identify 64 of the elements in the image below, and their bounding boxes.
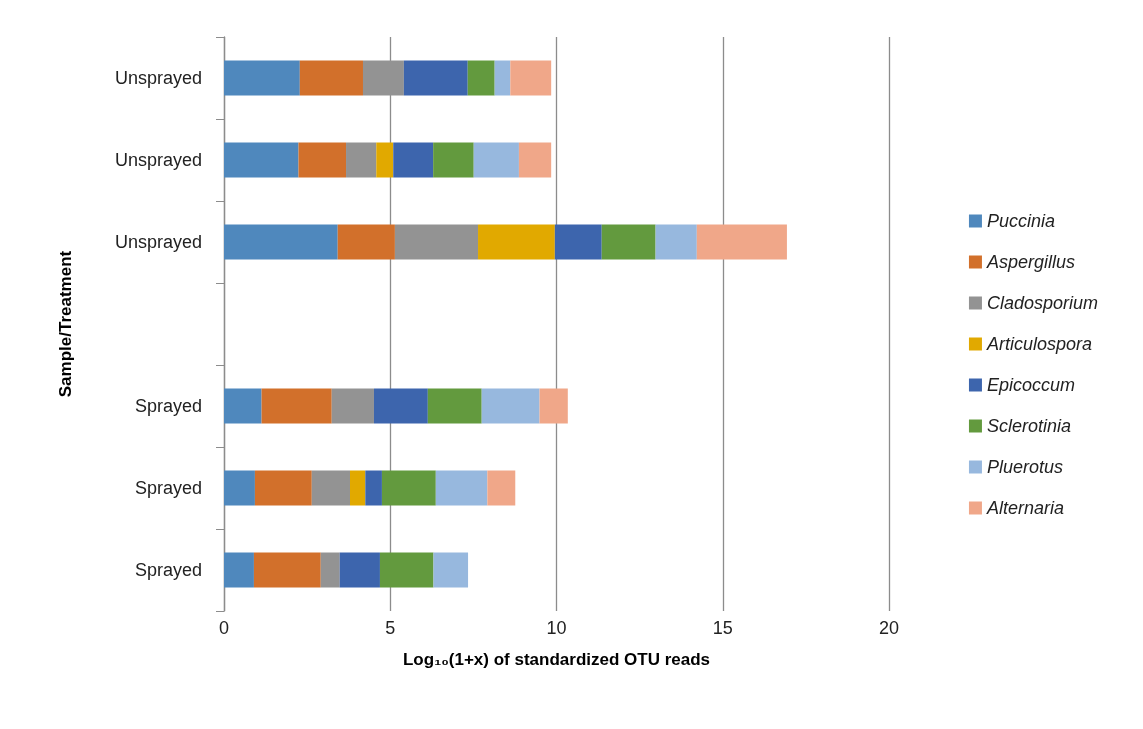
legend-label: Pluerotus — [986, 457, 1063, 477]
bar — [487, 470, 516, 506]
bar — [224, 388, 262, 424]
bar — [253, 552, 321, 588]
bar — [481, 388, 540, 424]
bar — [478, 224, 555, 260]
bar — [331, 388, 374, 424]
legend-label: Articulospora — [985, 334, 1092, 354]
bar — [224, 60, 300, 96]
bar — [394, 224, 479, 260]
y-tick-label: Sprayed — [134, 396, 202, 416]
bar — [510, 60, 552, 96]
bar — [337, 224, 395, 260]
bar — [393, 142, 434, 178]
bar — [376, 142, 394, 178]
y-tick-label: Unsprayed — [114, 232, 202, 252]
legend-label: Epicoccum — [986, 375, 1075, 395]
bar — [379, 552, 434, 588]
bar — [254, 470, 312, 506]
x-tick-label: 15 — [712, 618, 733, 638]
bar — [433, 142, 474, 178]
bar — [311, 470, 351, 506]
legend-label: Alternaria — [985, 498, 1064, 518]
bar — [554, 224, 602, 260]
bar — [539, 388, 568, 424]
x-tick-label: 5 — [385, 618, 396, 638]
bar — [298, 142, 347, 178]
bar — [381, 470, 436, 506]
bar — [261, 388, 332, 424]
bar — [346, 142, 377, 178]
bar — [601, 224, 656, 260]
legend-label: Cladosporium — [986, 293, 1099, 313]
bar — [350, 470, 366, 506]
bar — [320, 552, 340, 588]
bar — [339, 552, 380, 588]
bar — [435, 470, 488, 506]
bar — [224, 470, 255, 506]
bar — [365, 470, 382, 506]
bar — [224, 142, 299, 178]
legend-label: Aspergillus — [985, 252, 1075, 272]
legend-label: Puccinia — [986, 211, 1055, 231]
bar — [224, 224, 338, 260]
y-axis-title: Sample/Treatment — [56, 250, 75, 398]
x-tick-label: 0 — [218, 618, 230, 638]
bar — [696, 224, 787, 260]
bar — [433, 552, 469, 588]
bar — [403, 60, 468, 96]
bar — [655, 224, 697, 260]
bar — [427, 388, 482, 424]
bar — [467, 60, 495, 96]
x-tick-label: 20 — [878, 618, 900, 638]
bar — [494, 60, 511, 96]
bar — [473, 142, 519, 178]
bar — [299, 60, 363, 96]
bar — [224, 552, 254, 588]
bar — [518, 142, 552, 178]
x-tick-label: 10 — [546, 618, 567, 638]
y-tick-label: Unsprayed — [114, 150, 202, 170]
y-tick-label: Unsprayed — [114, 68, 202, 88]
y-tick-label: Sprayed — [134, 560, 202, 580]
legend-label: Sclerotinia — [986, 416, 1071, 436]
x-axis-title: Log₁₀(1+x) of standardized OTU reads — [402, 650, 711, 669]
bar — [373, 388, 428, 424]
y-tick-label: Sprayed — [134, 478, 202, 498]
